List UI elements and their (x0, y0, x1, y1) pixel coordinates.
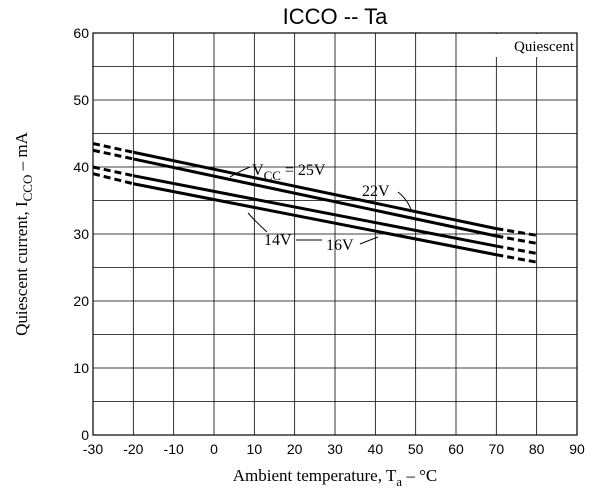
leader-14v (247, 212, 268, 233)
x-tick-label: 90 (569, 441, 585, 457)
label-16v: 16V (326, 237, 354, 254)
x-tick-label: 80 (529, 441, 545, 457)
series-line (133, 182, 497, 257)
series-lines (92, 142, 537, 264)
leader-16v (359, 236, 379, 245)
label-22v: 22V (362, 183, 390, 200)
annotation-quiescent: Quiescent (514, 39, 575, 55)
series-dashed-left (92, 148, 134, 161)
label-14v: 14V (264, 232, 292, 249)
series-dashed-left (92, 142, 134, 154)
series-dashed-left (92, 172, 134, 186)
x-tick-label: 60 (448, 441, 464, 457)
y-tick-label: 50 (73, 92, 89, 108)
x-tick-label: -30 (83, 441, 103, 457)
x-tick-label: 10 (247, 441, 263, 457)
y-tick-label: 20 (73, 293, 89, 309)
y-tick-labels: 0 10 20 30 40 50 60 (73, 25, 89, 443)
y-axis-title: Quiescent current, ICCO – mA (12, 131, 35, 335)
plot-area-frame (92, 32, 578, 436)
x-tick-label: 40 (368, 441, 384, 457)
chart-title: ICCO -- Ta (283, 4, 388, 29)
x-tick-label: -20 (123, 441, 143, 457)
series-dashed-right (496, 234, 537, 245)
series-dashed-left (92, 165, 134, 178)
series-dashed-right (496, 253, 537, 264)
series-line (133, 174, 497, 248)
y-tick-label: 40 (73, 159, 89, 175)
y-tick-label: 60 (73, 25, 89, 41)
x-tick-labels: -30 -20 -10 0 10 20 30 40 50 60 70 80 90 (83, 441, 585, 457)
x-axis-title: Ambient temperature, Ta – °C (233, 466, 437, 489)
label-25v: VCC = 25V (252, 162, 326, 183)
series-dashed-right (496, 227, 537, 237)
grid (92, 32, 578, 436)
y-tick-label: 10 (73, 360, 89, 376)
series-dashed-right (496, 244, 537, 255)
series-line (133, 157, 497, 238)
annotation-box (483, 34, 576, 57)
x-tick-label: 70 (489, 441, 505, 457)
x-tick-label: 30 (327, 441, 343, 457)
leader-25v (229, 166, 251, 178)
y-tick-label: 30 (73, 226, 89, 242)
leader-22v (397, 191, 413, 213)
y-tick-label: 0 (81, 427, 89, 443)
x-tick-label: 0 (210, 441, 218, 457)
series-line (133, 150, 497, 231)
x-tick-label: -10 (164, 441, 184, 457)
x-tick-label: 20 (287, 441, 303, 457)
x-tick-label: 50 (408, 441, 424, 457)
